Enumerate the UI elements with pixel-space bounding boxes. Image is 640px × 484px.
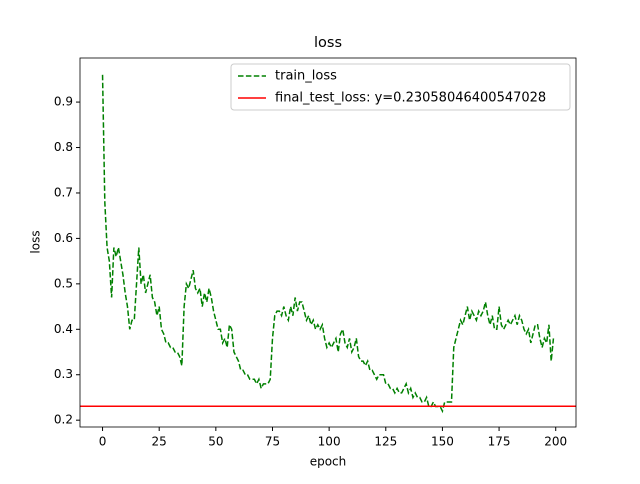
legend-box <box>230 63 571 111</box>
chart-title: loss <box>314 35 342 51</box>
legend-label: final_test_loss: y=0.23058046400547028 <box>275 91 546 106</box>
y-tick-label: 0.6 <box>54 231 73 245</box>
x-tick-label: 125 <box>374 435 397 449</box>
y-tick-label: 0.2 <box>54 413 73 427</box>
x-tick-label: 75 <box>265 435 280 449</box>
y-tick-label: 0.3 <box>54 367 73 381</box>
x-tick-label: 175 <box>488 435 511 449</box>
y-tick-label: 0.5 <box>54 276 73 290</box>
x-tick-label: 25 <box>152 435 167 449</box>
plot-frame <box>79 57 577 428</box>
x-tick-label: 150 <box>431 435 454 449</box>
legend-label: train_loss <box>275 69 337 84</box>
data-line <box>101 74 555 414</box>
x-tick-label: 200 <box>544 435 567 449</box>
y-tick-label: 0.9 <box>54 95 73 109</box>
y-axis-label: loss <box>29 230 43 253</box>
y-tick-label: 0.4 <box>54 322 73 336</box>
x-axis-label: epoch <box>310 455 347 469</box>
x-tick-label: 50 <box>208 435 223 449</box>
y-tick-label: 0.7 <box>54 185 73 199</box>
x-tick-label: 100 <box>318 435 341 449</box>
x-tick-label: 0 <box>99 435 107 449</box>
y-tick-label: 0.8 <box>54 140 73 154</box>
